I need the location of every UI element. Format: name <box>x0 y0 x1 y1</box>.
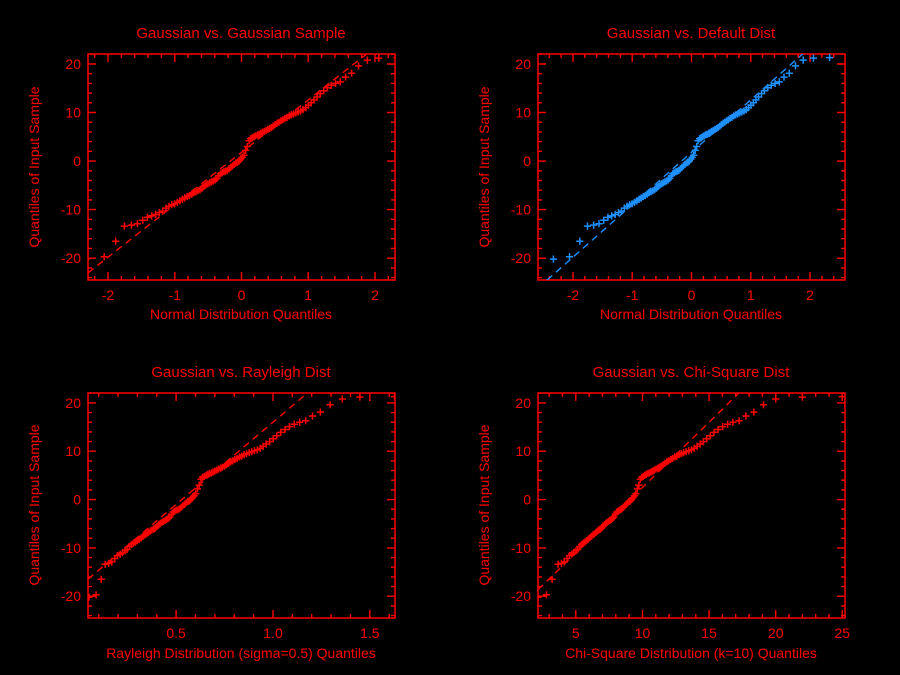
y-tick-label: -20 <box>61 588 81 604</box>
qq-plot-group-2: 0.5 1.0 1.5 -20 -10 0 10 20 <box>61 392 396 641</box>
y-tick-label: 20 <box>515 56 531 72</box>
y-tick-label: 20 <box>515 395 531 411</box>
y-axis-label: Quantiles of Input Sample <box>476 424 492 586</box>
y-tick-label: 0 <box>523 153 531 169</box>
plot-title: Gaussian vs. Rayleigh Dist <box>151 364 331 381</box>
plot-title: Gaussian vs. Chi-Square Dist <box>592 364 790 381</box>
axes-frame <box>537 392 846 619</box>
x-tick-label: -2 <box>567 287 580 303</box>
y-tick-label: 10 <box>515 443 531 459</box>
y-tick-label: 10 <box>515 105 531 121</box>
tick-labels: 5 10 15 20 25 -20 -10 0 10 20 <box>511 395 851 641</box>
data-layer <box>88 393 395 601</box>
y-tick-label: 0 <box>523 492 531 508</box>
axes-frame <box>87 392 396 619</box>
x-tick-label: 1 <box>747 287 755 303</box>
x-tick-label: 0 <box>688 287 696 303</box>
axis-ticks <box>538 53 845 280</box>
axis-ticks <box>538 392 845 618</box>
axis-ticks <box>88 392 395 618</box>
tick-labels: 0.5 1.0 1.5 -20 -10 0 10 20 <box>61 395 380 641</box>
data-layer <box>88 54 395 274</box>
x-tick-label: 10 <box>635 625 651 641</box>
qq-plot-group-3: 5 10 15 20 25 -20 -10 0 10 20 <box>511 392 851 641</box>
x-tick-label: 2 <box>371 287 379 303</box>
x-tick-label: -2 <box>102 287 115 303</box>
y-axis-label: Quantiles of Input Sample <box>476 86 492 248</box>
x-tick-label: 2 <box>806 287 814 303</box>
data-layer <box>538 393 845 601</box>
x-axis-label: Rayleigh Distribution (sigma=0.5) Quanti… <box>106 645 376 661</box>
y-tick-label: -20 <box>61 250 81 266</box>
y-tick-label: -10 <box>61 202 81 218</box>
axes-frame <box>87 53 396 281</box>
x-tick-label: -1 <box>169 287 182 303</box>
y-axis-label: Quantiles of Input Sample <box>26 424 42 586</box>
x-tick-label: 25 <box>835 625 851 641</box>
data-points <box>88 393 395 601</box>
y-tick-label: -10 <box>511 202 531 218</box>
x-axis-label: Normal Distribution Quantiles <box>149 306 333 322</box>
x-tick-label: 0.5 <box>166 625 186 641</box>
reference-line <box>546 54 804 280</box>
y-tick-label: -20 <box>511 250 531 266</box>
data-points <box>88 54 395 261</box>
plot-title: Gaussian vs. Gaussian Sample <box>136 25 346 42</box>
y-tick-label: 20 <box>65 395 81 411</box>
x-tick-label: 0 <box>238 287 246 303</box>
x-tick-label: 1.5 <box>360 625 380 641</box>
x-tick-label: 5 <box>572 625 580 641</box>
y-tick-label: -10 <box>61 540 81 556</box>
data-points <box>538 393 845 601</box>
x-tick-label: 1 <box>304 287 312 303</box>
axis-ticks <box>88 53 395 280</box>
y-tick-label: 0 <box>73 153 81 169</box>
x-axis-label: Normal Distribution Quantiles <box>599 306 783 322</box>
data-layer <box>546 54 834 280</box>
plot-title: Gaussian vs. Default Dist <box>606 25 776 42</box>
reference-line <box>88 54 368 274</box>
y-tick-label: -10 <box>511 540 531 556</box>
y-tick-label: -20 <box>511 588 531 604</box>
axes-frame <box>537 53 846 281</box>
y-tick-label: 10 <box>65 105 81 121</box>
x-axis-label: Chi-Square Distribution (k=10) Quantiles <box>565 645 817 661</box>
data-points <box>549 54 834 263</box>
x-tick-label: -1 <box>626 287 639 303</box>
y-tick-label: 0 <box>73 492 81 508</box>
x-tick-label: 1.0 <box>263 625 283 641</box>
y-tick-label: 20 <box>65 56 81 72</box>
x-tick-label: 15 <box>701 625 717 641</box>
x-tick-label: 20 <box>768 625 784 641</box>
y-tick-label: 10 <box>65 443 81 459</box>
y-axis-label: Quantiles of Input Sample <box>26 86 42 248</box>
